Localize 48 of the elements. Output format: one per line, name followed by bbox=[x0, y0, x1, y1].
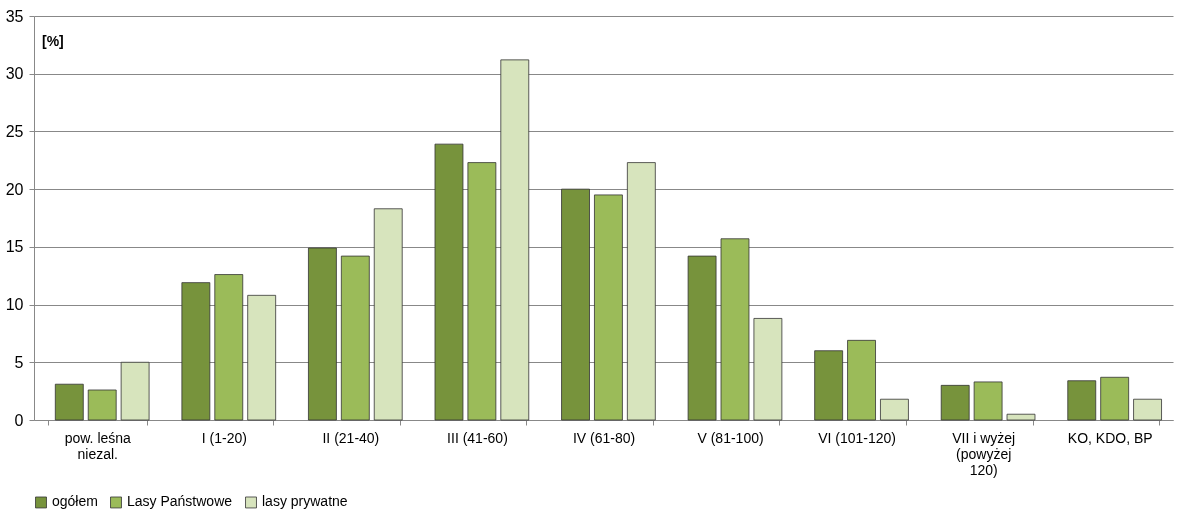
bar bbox=[87, 389, 117, 421]
x-tick-label: II (21-40) bbox=[322, 429, 380, 446]
x-tick-label: III (41-60) bbox=[447, 429, 508, 446]
bar bbox=[880, 398, 909, 421]
bar bbox=[594, 194, 623, 421]
bar bbox=[687, 255, 717, 421]
bar bbox=[973, 381, 1003, 421]
y-tick-label: 35 bbox=[5, 7, 24, 25]
bar bbox=[500, 59, 530, 421]
bar bbox=[54, 383, 84, 421]
y-tick-label: 20 bbox=[5, 180, 24, 198]
bar bbox=[181, 282, 211, 421]
bar bbox=[434, 143, 464, 421]
y-tick-label: 30 bbox=[5, 65, 24, 83]
bar bbox=[467, 162, 497, 421]
bar bbox=[561, 188, 590, 421]
x-tick-label: V (81-100) bbox=[697, 429, 764, 446]
bar bbox=[1067, 380, 1097, 421]
y-tick-label: 10 bbox=[5, 296, 24, 314]
y-tick-label: 25 bbox=[5, 122, 24, 140]
y-tick-label: 0 bbox=[14, 411, 24, 429]
bar bbox=[214, 274, 244, 421]
bar bbox=[120, 361, 150, 421]
y-tick-label: 15 bbox=[5, 238, 24, 256]
x-tick-label: VI (101-120) bbox=[818, 429, 897, 446]
y-axis-title: [%] bbox=[42, 33, 64, 49]
legend-label: ogółem bbox=[52, 493, 98, 510]
y-tick-label: 5 bbox=[14, 353, 24, 371]
bar bbox=[1100, 376, 1130, 421]
bar bbox=[373, 208, 403, 421]
bar bbox=[247, 294, 277, 421]
bar bbox=[1006, 413, 1036, 421]
bar bbox=[940, 384, 970, 421]
x-tick-label: VII i wyżej (powyżej 120) bbox=[952, 429, 1016, 478]
x-tick-label: I (1-20) bbox=[201, 429, 247, 446]
x-tick-label: pow. leśna niezal. bbox=[64, 429, 132, 462]
legend-label: Lasy Państwowe bbox=[127, 493, 233, 510]
bar bbox=[814, 350, 844, 421]
bar bbox=[626, 162, 656, 421]
legend-label: lasy prywatne bbox=[262, 493, 348, 510]
bar bbox=[720, 238, 750, 421]
bar bbox=[340, 255, 370, 421]
x-tick-label: KO, KDO, BP bbox=[1067, 429, 1153, 446]
bar bbox=[308, 247, 337, 421]
bar bbox=[1133, 398, 1162, 421]
bar bbox=[847, 339, 876, 421]
x-tick-label: IV (61-80) bbox=[572, 429, 636, 446]
bar bbox=[753, 318, 783, 421]
